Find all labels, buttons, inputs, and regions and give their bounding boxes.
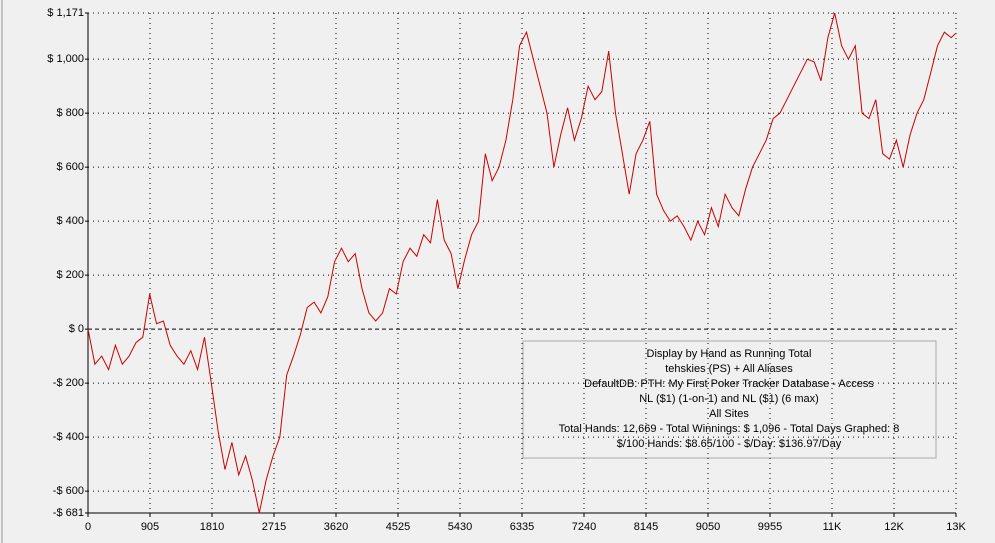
legend-text: DefaultDB: PTH: My First Poker Tracker D… xyxy=(584,378,874,390)
x-tick-label: 3620 xyxy=(324,521,348,533)
x-tick-label: 905 xyxy=(141,521,159,533)
legend-text: NL ($1) (1-on-1) and NL ($1) (6 max) xyxy=(639,393,819,405)
legend-text: $/100 Hands: $8.65/100 - $/Day: $136.97/… xyxy=(617,438,842,450)
x-tick-label: 4525 xyxy=(386,521,410,533)
legend-text: tehskies (PS) + All Aliases xyxy=(665,363,793,375)
y-tick-label: $ 400 xyxy=(56,215,84,227)
y-tick-label: $ 0 xyxy=(69,323,84,335)
x-tick-label: 0 xyxy=(85,521,91,533)
legend-text: Display by Hand as Running Total xyxy=(647,348,812,360)
y-tick-label: -$ 600 xyxy=(53,485,84,497)
y-tick-label: $ 600 xyxy=(56,161,84,173)
x-tick-label: 7240 xyxy=(572,521,596,533)
y-tick-label: $ 1,000 xyxy=(47,53,84,65)
legend-text: All Sites xyxy=(709,408,749,420)
y-tick-label: $ 800 xyxy=(56,107,84,119)
legend-text: Total Hands: 12,669 - Total Winnings: $ … xyxy=(559,423,900,435)
x-tick-label: 1810 xyxy=(200,521,224,533)
x-tick-label: 9955 xyxy=(758,521,782,533)
x-tick-label: 13K xyxy=(946,521,966,533)
y-tick-label: -$ 681 xyxy=(53,507,84,519)
y-tick-label: -$ 400 xyxy=(53,431,84,443)
x-tick-label: 9050 xyxy=(696,521,720,533)
x-tick-label: 5430 xyxy=(448,521,472,533)
y-tick-label: -$ 200 xyxy=(53,377,84,389)
series-line xyxy=(87,12,957,514)
x-tick-label: 11K xyxy=(823,521,842,533)
x-tick-label: 8145 xyxy=(634,521,658,533)
y-tick-label: $ 1,171 xyxy=(47,7,84,19)
x-tick-label: 2715 xyxy=(262,521,286,533)
y-tick-label: $ 200 xyxy=(56,269,84,281)
legend-box xyxy=(522,340,937,459)
x-tick-label: 6335 xyxy=(510,521,534,533)
x-tick-label: 12K xyxy=(884,521,904,533)
